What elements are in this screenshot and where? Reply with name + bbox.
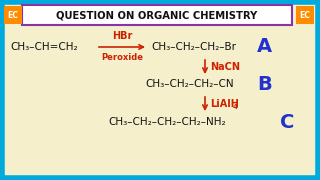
Bar xyxy=(4,6,22,24)
Text: CH₃–CH₂–CH₂–Br: CH₃–CH₂–CH₂–Br xyxy=(151,42,236,52)
Text: LiAlH: LiAlH xyxy=(210,99,239,109)
Text: B: B xyxy=(257,75,272,93)
Text: EC: EC xyxy=(8,10,19,19)
Text: C: C xyxy=(280,112,294,132)
Text: CH₃–CH₂–CH₂–CN: CH₃–CH₂–CH₂–CN xyxy=(145,79,234,89)
Bar xyxy=(296,6,314,24)
Text: 4: 4 xyxy=(233,104,238,110)
Text: CH₃–CH=CH₂: CH₃–CH=CH₂ xyxy=(10,42,78,52)
Text: QUESTION ON ORGANIC CHEMISTRY: QUESTION ON ORGANIC CHEMISTRY xyxy=(56,10,258,20)
Bar xyxy=(22,5,292,25)
Text: CH₃–CH₂–CH₂–CH₂–NH₂: CH₃–CH₂–CH₂–CH₂–NH₂ xyxy=(108,117,226,127)
Text: EC: EC xyxy=(300,10,310,19)
Text: HBr: HBr xyxy=(112,31,132,41)
Text: A: A xyxy=(257,37,272,57)
Text: Peroxide: Peroxide xyxy=(101,53,143,62)
Text: NaCN: NaCN xyxy=(210,62,240,72)
